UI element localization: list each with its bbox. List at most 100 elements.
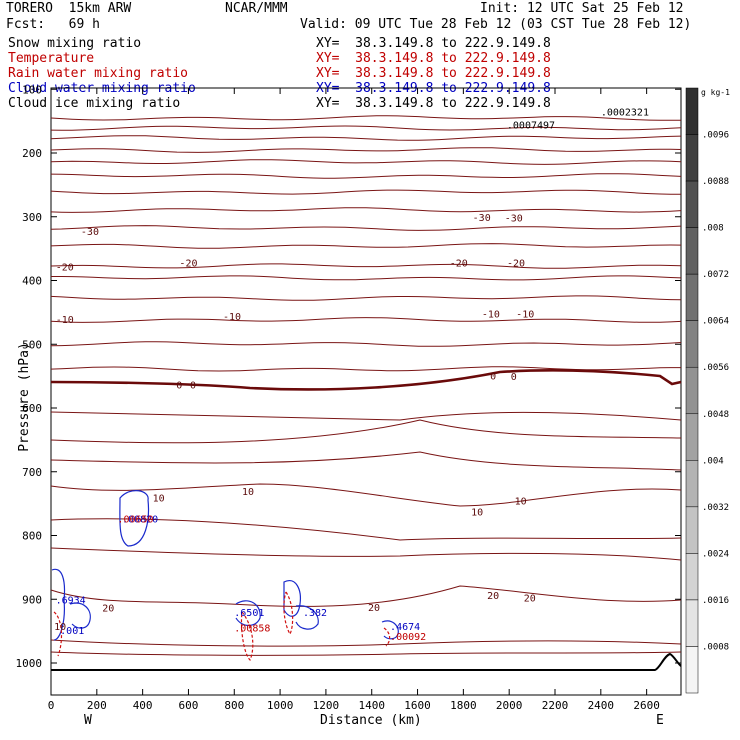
isotherm-label: -10 (223, 312, 241, 323)
isotherm-line (50, 518, 682, 541)
isotherm-label: 10 (471, 507, 483, 518)
colorbar-segment (685, 366, 699, 415)
y-tick-label: 1000 (16, 657, 43, 670)
isotherm-line (50, 295, 682, 301)
isotherm-label: -20 (507, 259, 525, 270)
model-title: TORERO 15km ARW (6, 1, 132, 16)
y-tick-label: 100 (22, 83, 42, 96)
colorbar-unit: g kg-1 (701, 88, 730, 97)
x-tick-label: 2400 (588, 699, 615, 712)
isotherm-label: 20 (524, 593, 536, 604)
isotherm-line (50, 207, 682, 213)
field-cloudwater-name: Cloud water mixing ratio (8, 81, 196, 96)
x-tick-label: 2200 (542, 699, 569, 712)
forecast-hour: Fcst: 69 h (6, 17, 100, 32)
max-value-label: .00092 (390, 632, 426, 643)
isotherm-line (50, 411, 682, 421)
isotherm-label: 10 (153, 493, 165, 504)
y-tick-label: 200 (22, 147, 42, 160)
x-tick-label: 1600 (404, 699, 431, 712)
isotherm-line (50, 159, 682, 165)
y-tick-label: 700 (22, 466, 42, 479)
isotherm-label: 20 (368, 603, 380, 614)
colorbar-tick-label: .0008 (702, 642, 729, 652)
max-value-label: .00858 (234, 623, 270, 634)
colorbar-segment (685, 320, 699, 368)
axis-ticks: 0 200 400 600 800 1000 1200 1400 1600 1800 2000 220… (16, 83, 681, 712)
isotherm-label: 0 (176, 380, 182, 391)
max-value-label: .0002321 (601, 108, 649, 119)
field-rain-xy: XY= 38.3.149.8 to 222.9.149.8 (316, 66, 551, 81)
x-tick-label: 2600 (633, 699, 660, 712)
x-axis-label: Distance (km) (320, 713, 422, 728)
cloud-water-contour (235, 600, 261, 627)
colorbar-segment (685, 646, 699, 694)
valid-time: Valid: 09 UTC Tue 28 Feb 12 (03 CST Tue … (300, 17, 692, 32)
max-value-label: .382 (303, 608, 327, 619)
isotherm-label: 0 (490, 371, 496, 382)
isotherm-line (50, 189, 681, 195)
isotherm-line (50, 585, 682, 607)
terrain-line (51, 652, 682, 671)
field-temperature-name: Temperature (8, 51, 95, 66)
y-tick-label: 300 (22, 211, 42, 224)
cloud-water-contour (295, 605, 319, 630)
colorbar-tick-label: .0032 (702, 503, 729, 513)
contour-labels: -30-30 -30-20 -20 -20 -20-10 -10 -10 -100 00 0101… (54, 108, 649, 644)
colorbar-segment (685, 227, 699, 275)
rain-water-contour (53, 611, 63, 657)
colorbar-segment (685, 599, 699, 647)
isotherm-line (50, 317, 682, 323)
x-tick-label: 1400 (358, 699, 385, 712)
isotherm-line (50, 135, 682, 141)
field-cloudice-name: Cloud ice mixing ratio (8, 96, 181, 111)
zero-isotherm (50, 369, 682, 391)
max-value-label: .6501 (234, 608, 264, 619)
temperature-contours (50, 115, 682, 656)
y-tick-label: 600 (22, 402, 42, 415)
colorbar-segment (685, 87, 699, 135)
colorbar-tick-label: .0048 (702, 410, 729, 420)
isotherm-label: -20 (450, 259, 468, 270)
x-tick-label: 800 (224, 699, 244, 712)
plot-frame (50, 87, 682, 696)
isotherm-label: -20 (56, 262, 74, 273)
colorbar-tick-label: .0088 (702, 177, 729, 187)
colorbar-segment (685, 134, 699, 182)
max-value-label: .001 (60, 626, 84, 637)
y-tick-label: 500 (22, 338, 42, 351)
hydrometeor-contours (51, 490, 399, 662)
terrain-surface (51, 652, 682, 671)
colorbar-tick-label: .0056 (702, 363, 729, 373)
isotherm-label: 10 (54, 622, 66, 633)
colorbar-segment (685, 180, 699, 228)
max-value-label: .0007497 (507, 120, 555, 131)
init-time: Init: 12 UTC Sat 25 Feb 12 (480, 1, 684, 16)
colorbar-segment (685, 553, 699, 601)
isotherm-line (50, 639, 682, 647)
colorbar-segment (685, 506, 699, 554)
cloud-water-contour (119, 490, 150, 547)
isotherm-line (51, 275, 682, 281)
colorbar-tick-label: .008 (702, 224, 724, 234)
isotherm-label: -30 (81, 227, 99, 238)
org-title: NCAR/MMM (225, 1, 288, 16)
isotherm-line (50, 341, 682, 347)
cloud-water-contour (51, 568, 66, 641)
isotherm-line (50, 419, 682, 444)
isotherm-label: 0 (511, 372, 517, 383)
isotherm-label: 0 (190, 380, 196, 391)
colorbar-tick-label: .0016 (702, 596, 729, 606)
isotherm-label: -30 (505, 213, 523, 224)
isotherm-line (50, 125, 682, 131)
isotherm-label: 20 (102, 604, 114, 615)
isotherm-line (50, 225, 682, 231)
isotherm-label: -10 (56, 315, 74, 326)
field-cloudice-xy: XY= 38.3.149.8 to 222.9.149.8 (316, 96, 551, 111)
x-tick-label: 1200 (313, 699, 340, 712)
colorbar-tick-label: .0096 (702, 131, 729, 141)
x-tick-label: 200 (87, 699, 107, 712)
field-temperature-xy: XY= 38.3.149.8 to 222.9.149.8 (316, 51, 551, 66)
colorbar-segment (685, 273, 699, 321)
x-tick-label: 1000 (267, 699, 294, 712)
